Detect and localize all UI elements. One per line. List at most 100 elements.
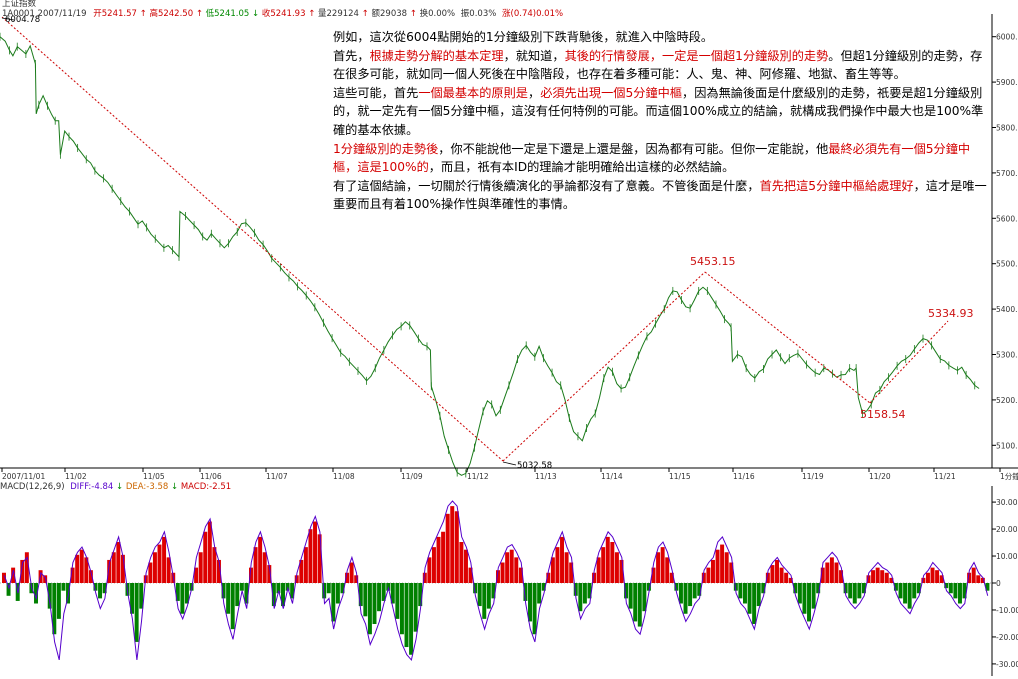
macd-histogram-bar <box>957 583 962 604</box>
macd-histogram-bar <box>221 583 226 599</box>
macd-histogram-bar <box>889 577 894 583</box>
price-layer <box>0 32 980 478</box>
macd-histogram-bar <box>747 583 752 614</box>
macd-histogram-bar <box>642 583 647 612</box>
macd-histogram-bar <box>752 583 757 624</box>
macd-histogram-bar <box>399 583 404 635</box>
macd-histogram-bar <box>788 577 793 583</box>
macd-histogram-bar <box>180 583 185 614</box>
macd-y-tick-label: -30.00 <box>996 660 1018 669</box>
macd-histogram-bar <box>724 552 729 583</box>
macd-histogram-bar <box>409 583 414 655</box>
macd-histogram-bar <box>610 542 615 583</box>
macd-histogram-bar <box>907 583 912 609</box>
macd-histogram-bar <box>633 583 638 622</box>
macd-histogram-bar <box>88 570 93 583</box>
macd-histogram-bar <box>47 583 52 609</box>
macd-histogram-bar <box>793 583 798 594</box>
x-tick-label: 11/13 <box>535 472 557 481</box>
macd-histogram-bar <box>56 583 61 619</box>
macd-histogram-bar <box>79 549 84 583</box>
macd-histogram-bar <box>825 562 830 583</box>
macd-histogram-bar <box>697 583 702 596</box>
macd-histogram-bar <box>381 583 386 601</box>
macd-histogram-bar <box>340 583 345 594</box>
macd-histogram-bar <box>592 572 597 583</box>
macd-histogram-bar <box>422 572 427 583</box>
macd-histogram-bar <box>761 583 766 594</box>
macd-histogram-bar <box>93 583 98 591</box>
macd-histogram-bar <box>303 547 308 583</box>
macd-histogram-bar <box>345 572 350 583</box>
macd-histogram-bar <box>880 570 885 583</box>
macd-y-tick-label: -10.00 <box>996 606 1018 615</box>
macd-histogram-bar <box>916 583 921 594</box>
macd-histogram-bar <box>24 552 29 583</box>
x-tick-label: 11/06 <box>200 472 222 481</box>
macd-histogram-bar <box>797 583 802 604</box>
macd-histogram-bar <box>313 521 318 583</box>
macd-histogram-bar <box>678 583 683 604</box>
macd-histogram-bar <box>669 572 674 583</box>
macd-histogram-bar <box>569 562 574 583</box>
macd-histogram-bar <box>468 567 473 583</box>
macd-histogram-bar <box>436 536 441 583</box>
macd-histogram-bar <box>70 567 75 583</box>
macd-histogram-bar <box>418 583 423 607</box>
highlight-text: 必須先出現一個5分鐘中樞 <box>540 85 683 100</box>
highlight-text: 首先把這5分鐘中樞給處理好 <box>759 178 914 193</box>
macd-histogram-bar <box>157 544 162 583</box>
macd-y-tick-label: 30.00 <box>996 498 1018 507</box>
macd-histogram-bar <box>253 547 258 583</box>
macd-histogram-bar <box>34 583 38 604</box>
macd-histogram-bar <box>779 567 784 583</box>
macd-histogram-bar <box>985 583 990 591</box>
macd-histogram-bar <box>212 547 217 583</box>
macd-histogram-bar <box>249 567 253 583</box>
macd-histogram-bar <box>239 583 244 591</box>
macd-histogram-bar <box>953 583 958 599</box>
macd-histogram-bar <box>720 544 725 583</box>
macd-histogram-bar <box>848 583 853 599</box>
macd-histogram-bar <box>166 557 171 583</box>
trend-segment <box>704 271 871 404</box>
macd-histogram-bar <box>372 583 377 624</box>
up-arrow-icon: ↑ <box>361 9 369 19</box>
macd-histogram-bar <box>258 536 263 583</box>
macd-header: MACD(12,26,9) DIFF:-4.84 ↓ DEA:-3.58 ↓ M… <box>0 482 231 492</box>
macd-histogram-bar <box>390 583 395 604</box>
macd-histogram-bar <box>587 583 592 599</box>
y-tick-label: 5500.00 <box>996 260 1018 269</box>
macd-histogram-bar <box>596 557 601 583</box>
macd-histogram-bar <box>514 557 519 583</box>
body-text: ，這才是唯一重要而且有着100%操作性與準確性的事情。 <box>333 178 987 212</box>
macd-histogram-bar <box>505 552 510 583</box>
macd-histogram-bar <box>404 583 409 648</box>
macd-histogram-bar <box>184 583 189 604</box>
macd-histogram-bar <box>267 565 272 583</box>
macd-histogram-bar <box>281 583 285 607</box>
body-text: ， <box>528 85 541 100</box>
macd-histogram-bar <box>271 583 276 607</box>
macd-histogram-bar <box>500 562 505 583</box>
macd-histogram-bar <box>733 583 738 591</box>
y-tick-label: 6000.00 <box>996 33 1018 42</box>
macd-histogram-bar <box>729 562 734 583</box>
macd-histogram-bar <box>299 559 304 583</box>
amplitude-value: 振0.03% <box>460 9 497 19</box>
macd-histogram-bar <box>980 577 985 583</box>
macd-y-tick-label: 20.00 <box>996 525 1018 534</box>
macd-histogram-bar <box>98 583 103 599</box>
amount-value: 额29038 <box>371 9 408 19</box>
macd-histogram-bar <box>130 583 135 614</box>
body-text: ，因為無論後面是什麼級別的走勢，祇要是超1分鐘級別的，就一定先有一個5分鐘中樞，… <box>333 85 984 137</box>
macd-histogram-bar <box>431 547 436 583</box>
macd-histogram-bar <box>454 511 459 583</box>
macd-histogram-bar <box>546 572 551 583</box>
macd-histogram-bar <box>226 583 231 614</box>
macd-y-tick-label: 0 <box>996 579 1001 588</box>
body-text: 這些可能，首先 <box>333 85 419 100</box>
macd-histogram-bar <box>496 570 500 583</box>
macd-histogram-bar <box>358 583 363 607</box>
y-tick-label: 5300.00 <box>996 351 1018 360</box>
